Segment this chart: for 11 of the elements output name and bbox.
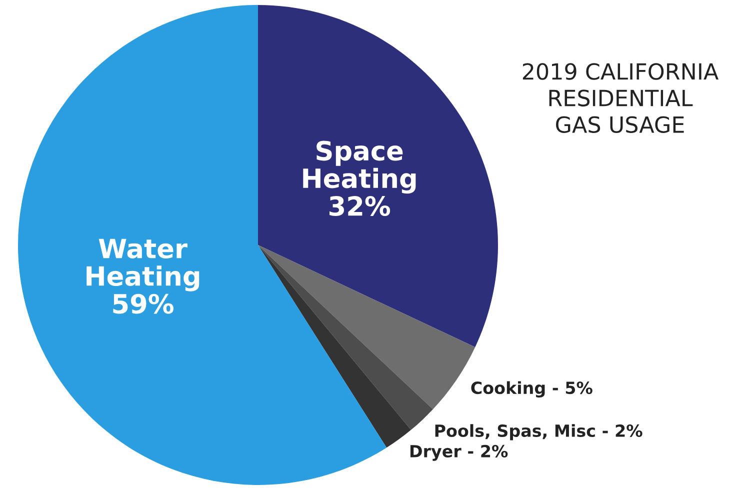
data-label: 59%	[113, 294, 174, 314]
data-label: 32%	[330, 196, 390, 216]
slice-label: Dryer - 2%	[410, 444, 508, 461]
pie-slice	[258, 245, 411, 448]
pie-slice	[258, 5, 498, 348]
slice-label: Water Heating	[86, 238, 200, 292]
pie-slice	[258, 245, 433, 430]
slice-label: Pools, Spas, Misc - 2%	[435, 424, 642, 440]
slice-label: Space Heating	[303, 140, 416, 194]
slice-label: Cooking - 5%	[471, 381, 592, 398]
text: 2019 CALIFORNIA RESIDENTIAL GAS USAGE	[522, 63, 718, 134]
